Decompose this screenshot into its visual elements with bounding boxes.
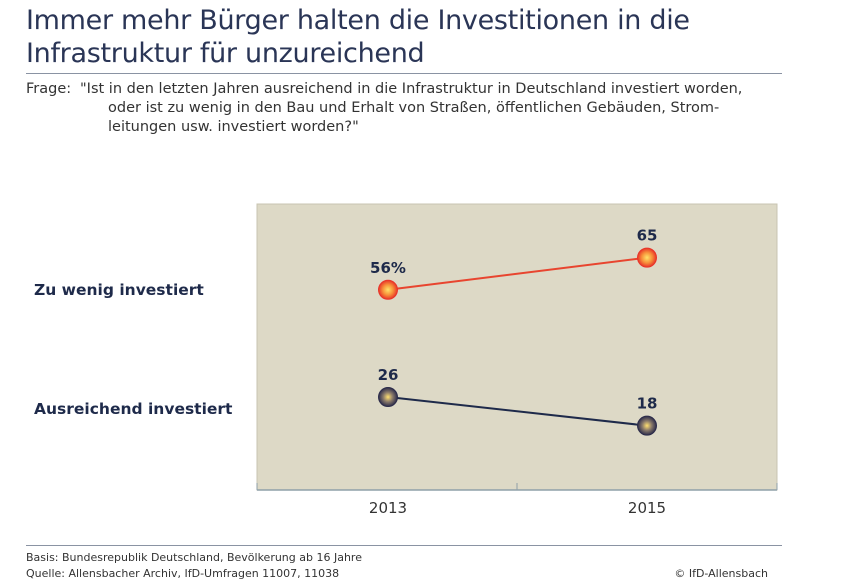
- data-label: 56%: [370, 259, 406, 277]
- data-label: 26: [378, 366, 399, 384]
- question-line: "Ist in den letzten Jahren ausreichend i…: [80, 81, 743, 97]
- basis-note: Basis: Bundesrepublik Deutschland, Bevöl…: [26, 551, 362, 564]
- title-line: Immer mehr Bürger halten die Investition…: [26, 5, 690, 36]
- data-point: [637, 247, 657, 268]
- chart-title: Immer mehr Bürger halten die Investition…: [26, 4, 690, 70]
- title-line: Infrastruktur für unzureichend: [26, 38, 425, 69]
- x-tick-label: 2015: [628, 499, 666, 517]
- series-line: [387, 396, 648, 427]
- series-label-zu-wenig: Zu wenig investiert: [34, 281, 204, 299]
- question-line: leitungen usw. investiert worden?": [108, 119, 359, 135]
- data-label: 18: [637, 395, 658, 413]
- data-point: [378, 387, 398, 408]
- divider: [26, 545, 782, 546]
- x-tick-label: 2013: [369, 499, 407, 517]
- source-note: Quelle: Allensbacher Archiv, IfD-Umfrage…: [26, 567, 340, 580]
- question-label: Frage:: [26, 81, 72, 97]
- plot-area: [256, 203, 778, 491]
- series-label-ausreichend: Ausreichend investiert: [34, 400, 233, 418]
- data-point: [378, 279, 398, 300]
- question-line: oder ist zu wenig in den Bau und Erhalt …: [108, 100, 720, 116]
- divider: [26, 73, 782, 74]
- series-line: [387, 256, 648, 291]
- data-label: 65: [637, 227, 658, 245]
- copyright: © IfD-Allensbach: [674, 567, 768, 580]
- data-point: [637, 415, 657, 436]
